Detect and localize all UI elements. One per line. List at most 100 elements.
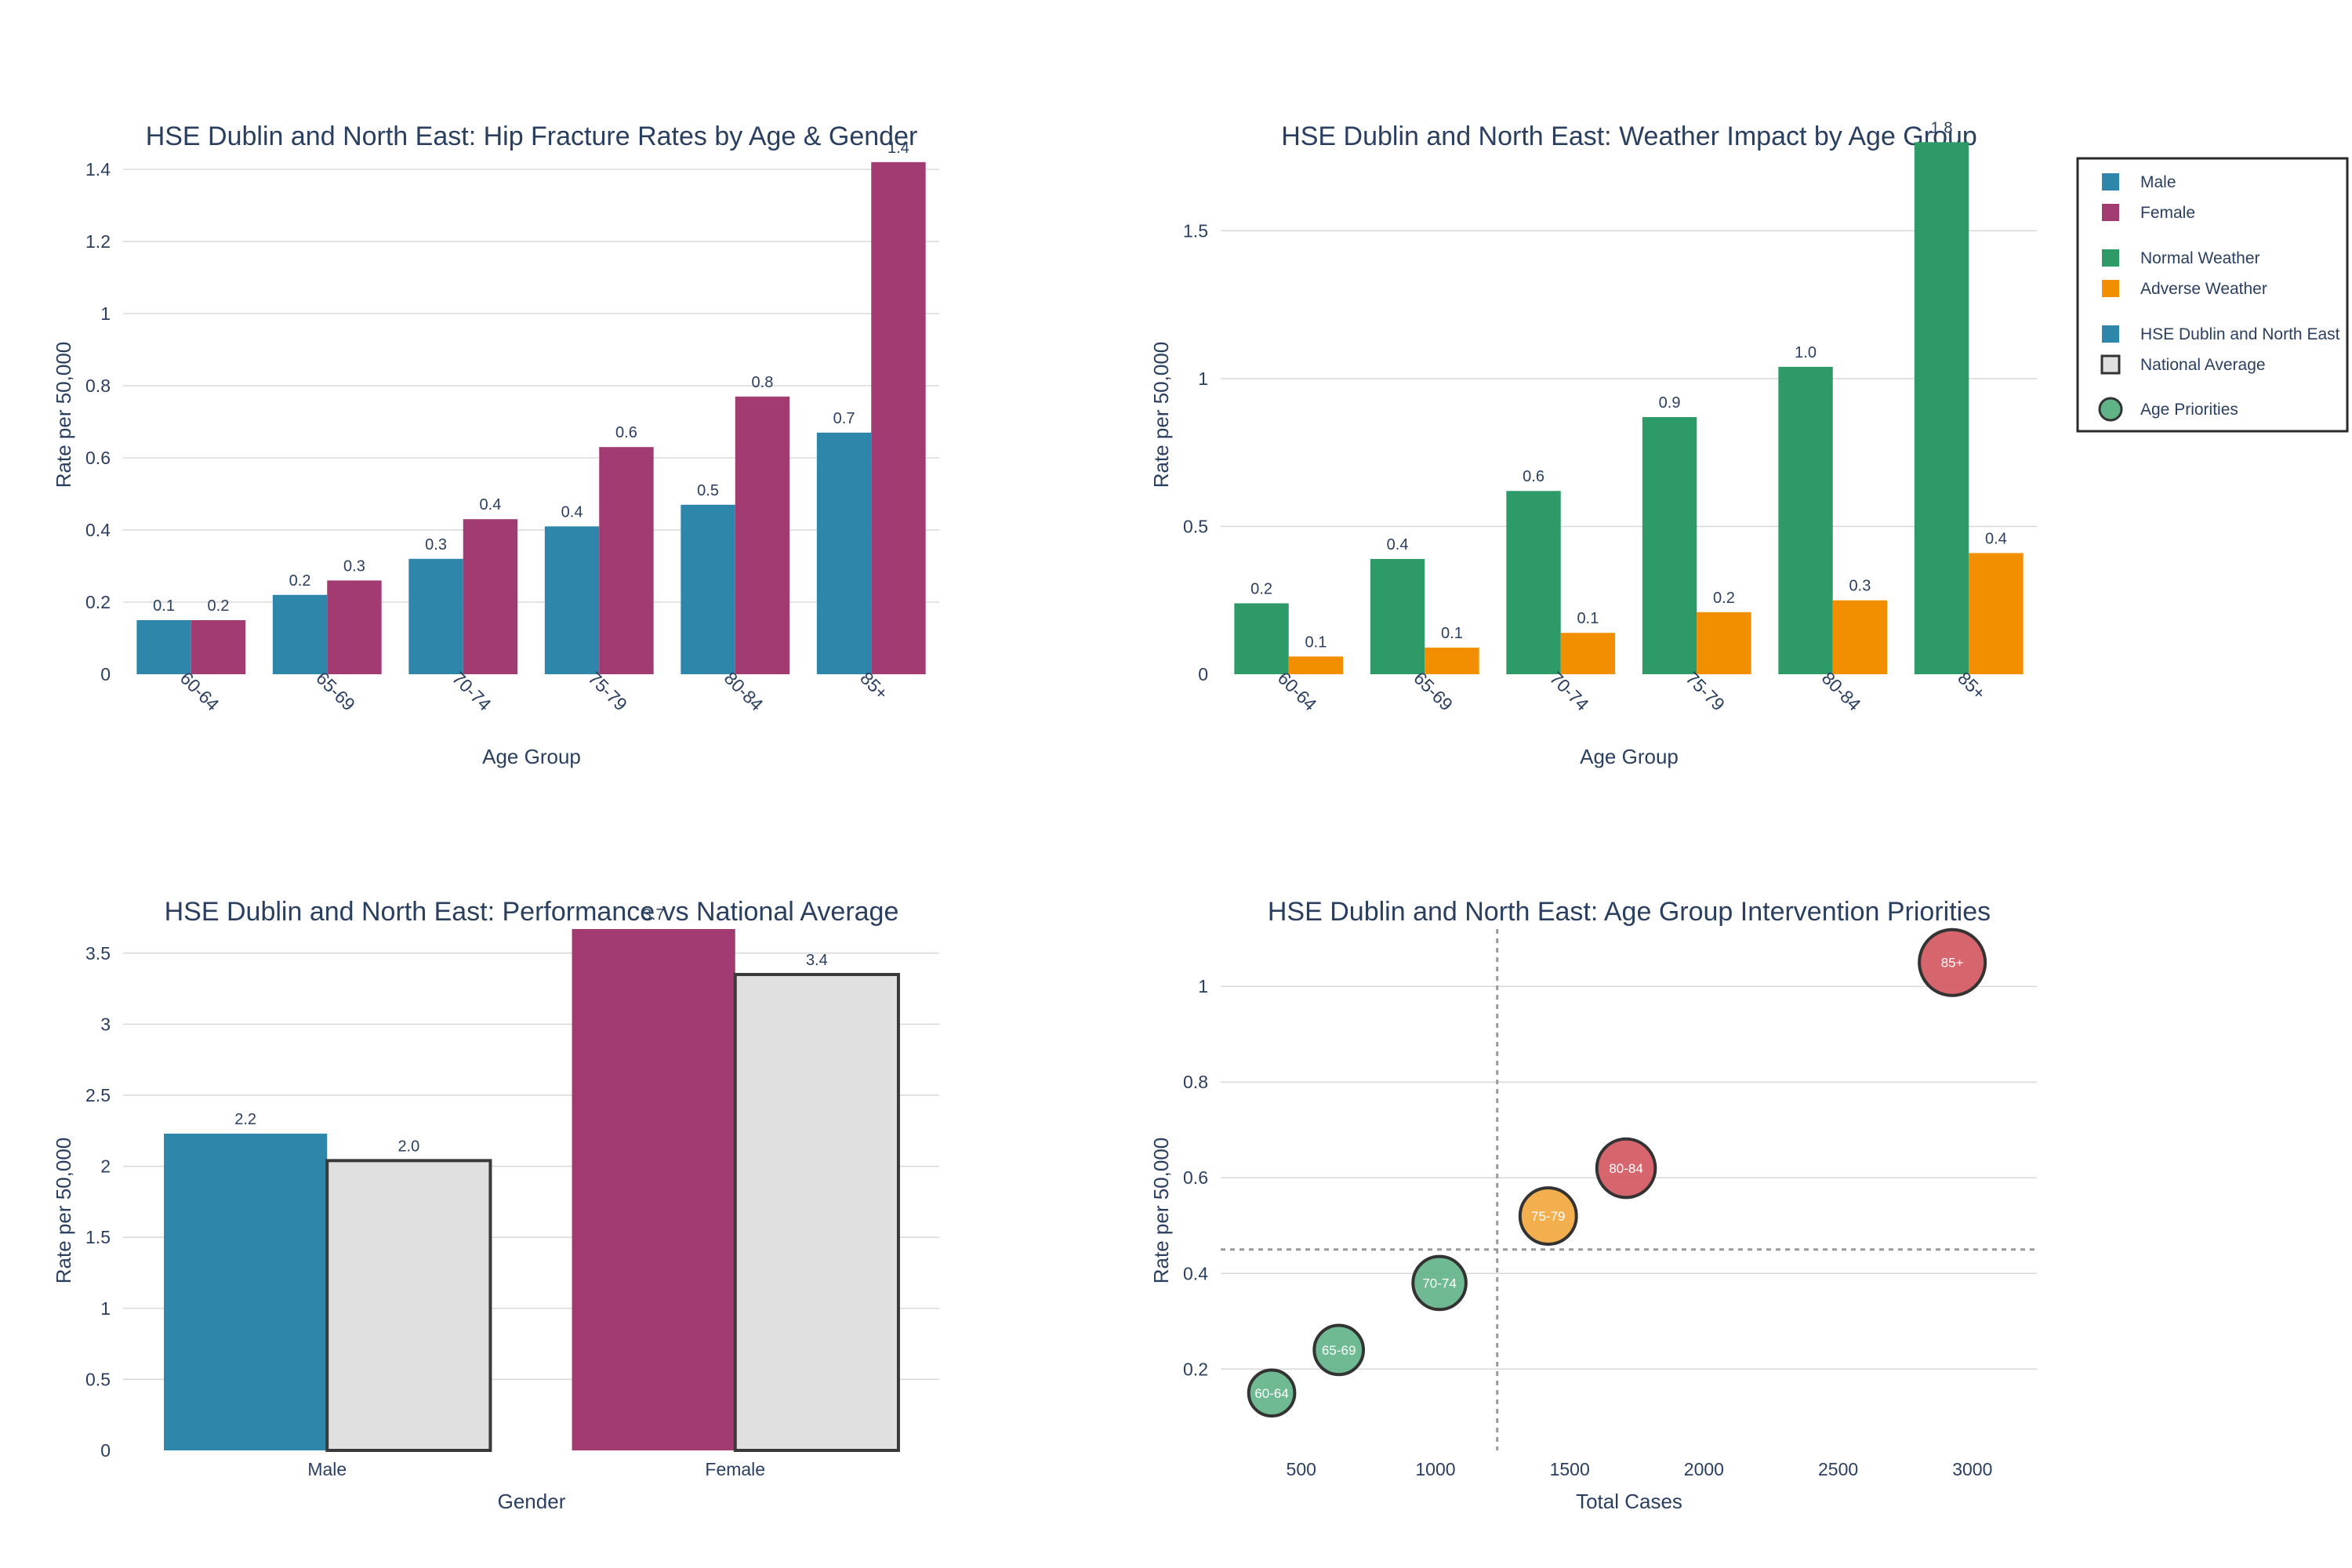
x-tick-label: Female: [705, 1459, 765, 1479]
legend-swatch-female: [2102, 204, 2119, 221]
bar-age-gender-female-65-69: [327, 580, 382, 674]
data-label: 2.0: [397, 1138, 419, 1155]
y-tick-label: 0.5: [1183, 516, 1208, 536]
chart-title-priorities: HSE Dublin and North East: Age Group Int…: [1268, 897, 1991, 927]
point-label: 70-74: [1422, 1276, 1456, 1290]
data-label: 0.1: [1577, 610, 1599, 627]
bar-weather-adverse-weather-65-69: [1425, 648, 1479, 674]
legend-box: [2076, 157, 2349, 433]
legend-label-female: Female: [2140, 204, 2195, 222]
x-tick-label: 75-79: [1682, 668, 1729, 715]
bar-age-gender-male-65-69: [272, 594, 328, 674]
data-label: 0.4: [1985, 530, 2007, 547]
y-tick-label: 0.2: [85, 592, 111, 612]
plot-area-weather: 0 0.5 1 1.5 0.2 0.1 60-64 0.4 0.1 65-69 0.6 0.1 70-7…: [1183, 119, 2037, 715]
y-tick-label: 0.5: [85, 1369, 111, 1389]
data-label: 0.4: [1387, 536, 1409, 554]
x-tick-label: 2000: [1684, 1459, 1724, 1479]
x-tick-label: 70-74: [1546, 668, 1593, 715]
y-axis-label-age-gender: Rate per 50,000: [52, 342, 75, 488]
y-tick-label: 1.4: [85, 159, 111, 180]
y-tick-label: 0.8: [85, 376, 111, 396]
point-label: 85+: [1941, 956, 1964, 971]
data-label: 0.1: [153, 597, 175, 615]
y-tick-label: 0.8: [1183, 1072, 1208, 1092]
x-tick-label: 60-64: [176, 668, 223, 715]
x-tick-label: Male: [307, 1459, 347, 1479]
data-label: 1.4: [887, 140, 909, 157]
bar-weather-adverse-weather-60-64: [1288, 656, 1344, 674]
y-tick-label: 1.5: [85, 1227, 111, 1247]
bar-national-national-average-female: [733, 972, 900, 1452]
bar-weather-normal-weather-65-69: [1370, 558, 1425, 674]
data-label: 0.7: [833, 410, 855, 427]
y-tick-label: 0.2: [1183, 1359, 1208, 1379]
legend-swatch-national-average: [2100, 354, 2121, 375]
data-label: 0.9: [1659, 394, 1681, 412]
x-axis-label-age-gender: Age Group: [482, 745, 581, 768]
bar-age-gender-male-60-64: [136, 620, 191, 674]
x-tick-label: 3000: [1952, 1459, 1992, 1479]
bar-age-gender-male-75-79: [544, 526, 600, 674]
y-tick-label: 0.6: [85, 448, 111, 468]
data-label: 0.3: [1849, 578, 1871, 595]
bar-weather-normal-weather-85-: [1914, 142, 1969, 675]
bar-age-gender-female-60-64: [191, 620, 246, 674]
data-label: 0.2: [289, 572, 311, 590]
bar-age-gender-male-85-: [816, 432, 872, 674]
data-label: 1.8: [1931, 119, 1953, 136]
bar-weather-adverse-weather-70-74: [1560, 633, 1616, 674]
data-label: 0.1: [1305, 633, 1327, 651]
x-tick-label: 80-84: [720, 668, 768, 715]
chart-age-gender: HSE Dublin and North East: Hip Fracture …: [52, 122, 939, 768]
bar-national-hse-dublin-and-north-east-female: [572, 929, 735, 1450]
bar-weather-adverse-weather-80-84: [1832, 600, 1888, 674]
x-axis-label-priorities: Total Cases: [1576, 1490, 1682, 1513]
x-tick-label: 65-69: [1410, 668, 1457, 715]
y-tick-label: 1: [1198, 976, 1208, 996]
y-tick-label: 0.6: [1183, 1167, 1208, 1188]
chart-title-weather: HSE Dublin and North East: Weather Impac…: [1281, 122, 1977, 151]
data-label: 0.2: [208, 597, 230, 615]
legend-swatch-hse-dublin-and-north-east: [2102, 325, 2119, 343]
legend: Male Female Normal Weather Adverse Weather H…: [2076, 157, 2349, 433]
data-label: 3.7: [643, 906, 665, 924]
bar-age-gender-male-80-84: [681, 504, 735, 674]
plot-area-age-gender: 0 0.2 0.4 0.6 0.8 1 1.2 1.4 0.1 0.2 60-64 0.2 0.3 65-…: [85, 140, 939, 715]
data-label: 2.2: [234, 1111, 256, 1128]
legend-label-male: Male: [2140, 173, 2176, 191]
x-tick-label: 2500: [1818, 1459, 1858, 1479]
legend-label-adverse-weather: Adverse Weather: [2140, 280, 2267, 298]
scatter-point-65-69: [1312, 1323, 1366, 1377]
legend-label-age-priorities: Age Priorities: [2140, 401, 2238, 419]
point-label: 75-79: [1531, 1209, 1565, 1224]
bar-age-gender-female-85-: [871, 162, 926, 675]
data-label: 3.4: [806, 952, 828, 969]
bar-weather-adverse-weather-85-: [1969, 553, 2024, 674]
y-tick-label: 0.4: [85, 520, 111, 540]
scatter-point-85: [1918, 927, 1987, 997]
x-tick-label: 65-69: [312, 668, 359, 715]
x-tick-label: 70-74: [448, 668, 495, 715]
y-tick-label: 2.5: [85, 1085, 111, 1105]
point-label: 80-84: [1609, 1161, 1642, 1176]
x-tick-label: 1000: [1415, 1459, 1455, 1479]
bar-weather-normal-weather-75-79: [1642, 416, 1697, 674]
y-axis-label-national: Rate per 50,000: [52, 1138, 75, 1283]
data-label: 0.4: [561, 503, 583, 521]
y-tick-label: 3: [100, 1014, 111, 1034]
y-tick-label: 1: [1198, 368, 1208, 389]
x-axis-label-weather: Age Group: [1580, 745, 1679, 768]
chart-weather: HSE Dublin and North East: Weather Impac…: [1149, 119, 2037, 768]
y-tick-label: 0: [1198, 664, 1208, 684]
legend-swatch-adverse-weather: [2102, 280, 2119, 297]
data-label: 0.3: [425, 536, 447, 554]
bar-weather-normal-weather-60-64: [1234, 603, 1289, 674]
chart-title-national: HSE Dublin and North East: Performance v…: [165, 897, 899, 927]
bar-national-national-average-male: [325, 1159, 492, 1453]
y-tick-label: 2: [100, 1156, 111, 1177]
scatter-point-80-84: [1595, 1137, 1657, 1200]
scatter-point-70-74: [1411, 1254, 1468, 1312]
bar-age-gender-female-75-79: [599, 447, 654, 674]
